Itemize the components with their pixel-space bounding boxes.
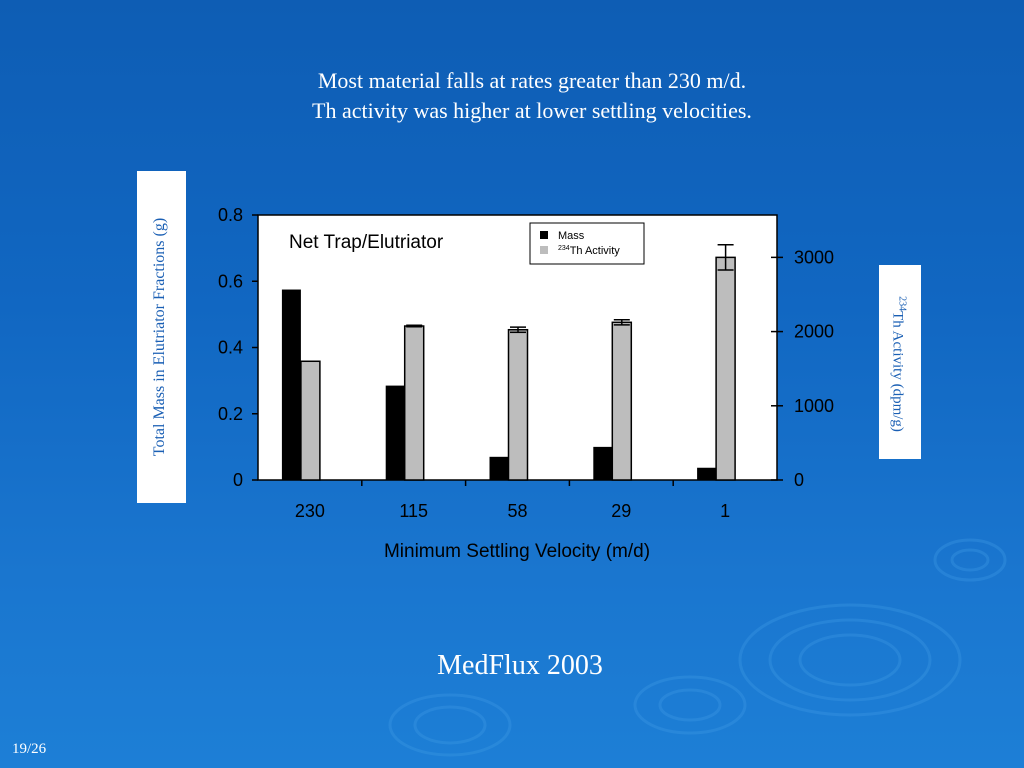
y-tick-label: 0.8 <box>218 205 243 225</box>
y-tick-label: 0.6 <box>218 271 243 291</box>
slide-title-line2: Th activity was higher at lower settling… <box>312 98 752 123</box>
legend-label-th-superscript: 234 <box>558 245 570 252</box>
bar-th-activity <box>611 321 633 481</box>
legend-label-th-text: Th Activity <box>570 245 621 257</box>
bar-th-activity <box>300 360 321 481</box>
bar-mass <box>281 289 301 480</box>
bar-mass <box>697 467 717 480</box>
bar-th-activity <box>507 328 529 481</box>
y-tick-label: 0 <box>233 470 243 490</box>
x-tick-label: 230 <box>295 501 325 521</box>
legend-label-th: 234Th Activity <box>558 245 620 257</box>
y2-tick-label: 2000 <box>794 322 834 342</box>
legend-swatch-th <box>540 246 548 254</box>
legend-box <box>529 222 645 265</box>
x-tick-label: 115 <box>399 501 428 521</box>
slide-title-line1: Most material falls at rates greater tha… <box>317 68 747 93</box>
y2-tick-label: 0 <box>794 470 804 490</box>
x-tick-label: 1 <box>720 501 730 521</box>
legend-swatch-mass <box>540 231 548 239</box>
bar-th-activity <box>403 325 425 481</box>
slide-title: Most material falls at rates greater tha… <box>0 66 1024 126</box>
y-tick-label: 0.4 <box>218 338 243 358</box>
chart-title: Net Trap/Elutriator <box>289 232 444 253</box>
footer-title: MedFlux 2003 <box>437 650 603 681</box>
bar-mass <box>385 385 405 480</box>
y2-tick-label: 1000 <box>794 396 834 416</box>
y2-tick-label: 3000 <box>794 247 834 267</box>
y2-axis-label-box <box>879 265 921 459</box>
y-tick-label: 0.2 <box>218 404 243 424</box>
bar-th-activity <box>715 256 736 481</box>
x-tick-label: 58 <box>507 501 527 521</box>
bar-mass <box>489 456 509 480</box>
bar-mass <box>593 446 613 480</box>
y-axis-label-box <box>137 171 186 503</box>
x-tick-label: 29 <box>611 501 631 521</box>
page-number: 19/26 <box>12 741 47 757</box>
legend-label-mass: Mass <box>558 230 585 242</box>
x-axis-label: Minimum Settling Velocity (m/d) <box>384 541 650 562</box>
